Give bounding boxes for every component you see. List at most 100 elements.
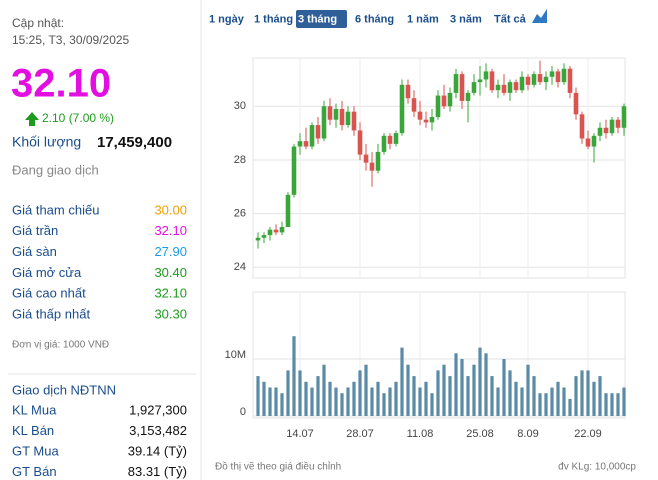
volume-bar [394, 381, 398, 416]
volume: 17,459,400 [97, 134, 172, 151]
candle-body [579, 114, 585, 139]
volume-bar [580, 370, 584, 416]
volume-bar [526, 364, 530, 416]
volume-bar [520, 387, 524, 416]
volume-bar [322, 364, 326, 416]
candle-body [525, 76, 531, 85]
candle-body [495, 84, 501, 91]
candle-body [555, 71, 561, 83]
foreign-label: GT Bán [12, 464, 57, 479]
candle-body [435, 95, 441, 118]
volume-bar [610, 393, 614, 416]
volume-bar [478, 347, 482, 416]
candle-body [441, 95, 447, 107]
candle-body [357, 130, 363, 155]
up-arrow [25, 112, 39, 126]
candle-body [393, 133, 399, 144]
candle-body [459, 74, 465, 101]
y-tick-label: 0 [240, 406, 246, 418]
volume-bar [286, 370, 290, 416]
candle-body [543, 76, 549, 83]
tab-active-bg[interactable] [296, 10, 347, 28]
volume-bar [544, 393, 548, 416]
candle-body [465, 92, 471, 101]
chart-icon[interactable] [531, 9, 548, 24]
range-tab[interactable]: 6 tháng [355, 13, 394, 25]
volume-bar [424, 381, 428, 416]
candle-body [363, 154, 369, 163]
candle-body [423, 119, 429, 123]
range-tab[interactable]: 3 tháng [298, 13, 337, 25]
candle-body [345, 111, 351, 126]
y-tick-label: 28 [234, 154, 246, 166]
volume-bar [268, 387, 272, 416]
volume-bar [568, 398, 572, 416]
candle-body [297, 141, 303, 147]
price: 32.10 [11, 62, 111, 106]
footer-note: Đồ thị vẽ theo giá điều chỉnh [215, 461, 341, 473]
volume-bar [460, 359, 464, 416]
range-tab[interactable]: Tất cả [494, 13, 527, 25]
candle-body [321, 106, 327, 139]
price-frame [252, 57, 626, 279]
row-value: 32.10 [154, 223, 187, 238]
volume-bar [346, 387, 350, 416]
range-tab[interactable]: 1 ngày [209, 13, 245, 25]
volume-bar [502, 359, 506, 416]
candle-body [471, 82, 477, 93]
candle-body [327, 106, 333, 120]
updated-label: Cập nhật: [12, 16, 64, 30]
volume-bar [388, 387, 392, 416]
volume-bar [472, 364, 476, 416]
change: 2.10 (7.00 %) [42, 111, 114, 125]
volume-bar [292, 336, 296, 416]
foreign-value: 39.14 (Tỷ) [128, 444, 187, 459]
range-tab[interactable]: 1 tháng [254, 13, 293, 25]
volume-bar [436, 370, 440, 416]
status: Đang giao dịch [12, 162, 99, 177]
candle-body [417, 111, 423, 120]
foreign-value: 1,927,300 [129, 402, 187, 417]
candle-body [477, 79, 483, 83]
volume-bar [280, 393, 284, 416]
foreign-value: 83.31 (Tỷ) [128, 464, 187, 479]
volume-bar [448, 376, 452, 416]
foreign-label: KL Bán [12, 423, 54, 438]
y-tick-label: 30 [234, 100, 246, 112]
volume-bar [598, 376, 602, 416]
candle-body [597, 127, 603, 136]
row-value: 27.90 [154, 244, 187, 259]
volume-bar [262, 381, 266, 416]
x-tick-label: 11.08 [407, 428, 434, 440]
range-tab[interactable]: 3 năm [450, 13, 482, 25]
volume-bar [364, 364, 368, 416]
row-value: 30.40 [154, 265, 187, 280]
x-tick-label: 25.08 [466, 428, 494, 440]
x-tick-label: 8.09 [517, 428, 538, 440]
candle-body [501, 84, 507, 93]
volume-bar [496, 387, 500, 416]
candle-body [429, 117, 435, 123]
icon-shape[interactable] [532, 9, 547, 23]
volume-bar [418, 387, 422, 416]
x-tick-label: 28.07 [346, 428, 374, 440]
range-tab[interactable]: 1 năm [407, 13, 439, 25]
row-value: 30.00 [154, 202, 187, 217]
volume-bar [328, 381, 332, 416]
volume-bar [592, 381, 596, 416]
row-value: 32.10 [154, 286, 187, 301]
updated-time: 15:25, T3, 30/09/2025 [12, 33, 130, 47]
volume-bar [604, 393, 608, 416]
candle-body [453, 74, 459, 93]
candle-body [609, 119, 615, 134]
volume-bar [376, 381, 380, 416]
volume-bar [508, 370, 512, 416]
row-label: Giá mở cửa [12, 265, 82, 280]
y-tick-label: 24 [234, 261, 246, 273]
candle-body [603, 127, 609, 134]
candle-body [621, 106, 627, 128]
candle-body [549, 71, 555, 77]
foreign-label: KL Mua [12, 402, 57, 417]
candle-body [585, 138, 591, 147]
volume-bar [382, 393, 386, 416]
